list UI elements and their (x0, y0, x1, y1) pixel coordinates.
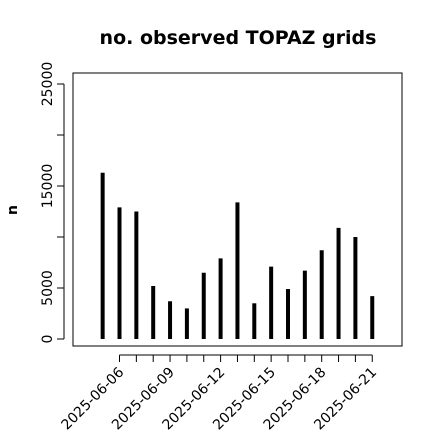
plot-frame (72, 72, 403, 347)
y-tick-label: 15000 (40, 164, 56, 209)
chart-title: no. observed TOPAZ grids (100, 27, 377, 49)
y-axis: 0 5000 15000 25000 (40, 62, 65, 344)
x-axis: 2025-06-062025-06-092025-06-122025-06-15… (58, 354, 380, 433)
y-tick-label: 0 (40, 335, 56, 344)
bars-group (100, 172, 375, 339)
y-tick-label: 5000 (40, 270, 56, 306)
y-tick-label: 25000 (40, 62, 56, 107)
y-axis-title: n (5, 205, 21, 215)
